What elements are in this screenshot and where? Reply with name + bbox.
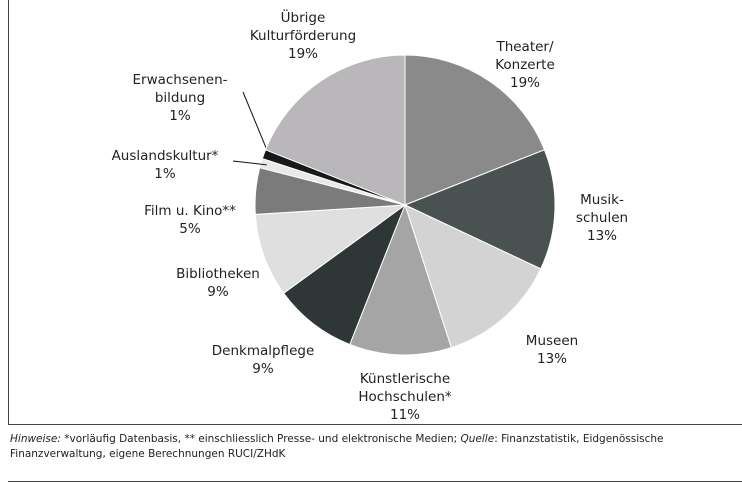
slice-label: Museen 13% (526, 332, 578, 368)
leader-line (242, 91, 270, 157)
slice-label: Denkmalpflege 9% (212, 342, 315, 378)
category-label: Theater/ Konzerte (495, 39, 555, 73)
value-label: 11% (389, 407, 421, 423)
value-label: 1% (154, 166, 176, 182)
pie-slice (403, 149, 556, 270)
value-label: 9% (252, 361, 274, 377)
value-label: 9% (207, 284, 229, 300)
value-label: 13% (536, 351, 567, 367)
pie-slice (264, 54, 406, 206)
slice-label: Musik- schulen 13% (576, 191, 628, 245)
slice-label: Auslandskultur* 1% (112, 147, 219, 183)
category-label: Film u. Kino** (144, 203, 236, 219)
footnote-label: Hinweise: (10, 433, 61, 445)
category-label: Künstlerische Hochschulen* (358, 371, 452, 405)
footnote: Hinweise: *vorläufig Datenbasis, ** eins… (10, 432, 735, 462)
pie-slice (254, 204, 407, 294)
slice-label: Erwachsenen- bildung 1% (132, 71, 227, 125)
category-label: Erwachsenen- bildung (132, 72, 228, 106)
pie-slice (349, 203, 452, 356)
slice-label: Theater/ Konzerte 19% (495, 38, 555, 92)
category-label: Musik- schulen (575, 192, 629, 226)
leader-line (232, 160, 267, 166)
value-label: 5% (179, 221, 201, 237)
category-label: Museen (525, 333, 579, 349)
footnote-text: : Finanzstatistik, Eidgenössische Finanz… (10, 433, 664, 460)
value-label: 19% (509, 75, 541, 91)
category-label: Denkmalpflege (211, 343, 315, 359)
slice-label: Bibliotheken 9% (176, 265, 260, 301)
footnote-label: Quelle (460, 433, 495, 445)
slice-label: Film u. Kino** 5% (144, 202, 236, 238)
slice-label: Künstlerische Hochschulen* 11% (358, 370, 451, 424)
pie-slice (404, 204, 542, 349)
footnote-text: *vorläufig Datenbasis, ** einschliesslic… (60, 433, 461, 445)
value-label: 1% (169, 108, 191, 124)
slice-label: Übrige Kulturförderung 19% (250, 9, 356, 63)
pie-slice (404, 54, 546, 206)
category-label: Übrige Kulturförderung (249, 10, 357, 44)
value-label: 13% (586, 228, 617, 244)
value-label: 19% (287, 46, 319, 62)
category-label: Bibliotheken (176, 266, 260, 282)
pie-slice (282, 203, 407, 346)
category-label: Auslandskultur* (111, 148, 219, 164)
